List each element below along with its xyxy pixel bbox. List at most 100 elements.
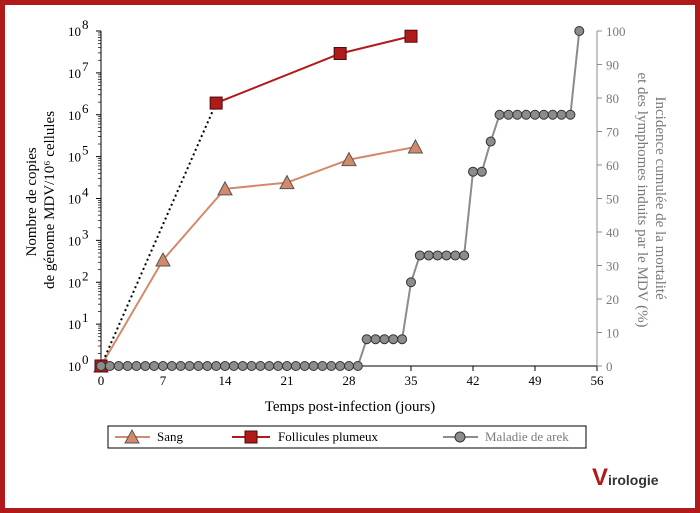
- svg-text:Virologie: Virologie: [592, 464, 659, 491]
- data-point-marek: [202, 361, 213, 371]
- y-right-label-line-2: et des lymphomes induits par le MDV (%): [634, 72, 650, 327]
- data-point-marek: [530, 109, 540, 120]
- legend-label-follicules: Follicules plumeux: [278, 429, 379, 444]
- data-point-marek: [547, 109, 558, 120]
- legend-item-follicules: Follicules plumeux: [232, 429, 379, 444]
- x-tick-label: 7: [160, 373, 167, 388]
- y-left-tick-exponent: 7: [82, 59, 89, 74]
- x-tick-label: 21: [281, 373, 294, 388]
- series-segment-sang: [224, 181, 288, 190]
- y-right-tick-label: 80: [606, 91, 619, 106]
- y-left-tick-exponent: 3: [82, 226, 89, 241]
- data-point-marek: [468, 166, 478, 177]
- y-left-tick-label: 10: [68, 233, 81, 248]
- data-point-marek: [574, 26, 585, 36]
- data-point-marek: [104, 361, 115, 371]
- y-left-tick-exponent: 4: [82, 185, 89, 200]
- y-left-label-line-1: Nombre de copies: [24, 147, 40, 256]
- data-point-marek: [211, 361, 222, 371]
- data-point-marek: [255, 361, 266, 371]
- data-point-follicules: [404, 29, 418, 43]
- y-left-tick-exponent: 0: [82, 352, 89, 367]
- legend-label-sang: Sang: [157, 429, 184, 444]
- series-segment-follicules: [215, 52, 341, 105]
- data-point-marek: [166, 361, 177, 371]
- data-point-marek: [459, 250, 470, 261]
- data-point-marek: [423, 250, 434, 261]
- data-point-marek: [476, 166, 487, 177]
- data-point-marek: [538, 109, 549, 120]
- data-point-marek: [441, 250, 452, 261]
- y-left-tick-exponent: 8: [82, 17, 89, 32]
- y-right-tick-label: 70: [606, 125, 619, 140]
- series-segment-follicules: [339, 35, 412, 55]
- x-tick-label: 0: [98, 373, 105, 388]
- data-point-marek: [264, 361, 275, 371]
- data-point-marek: [406, 277, 416, 288]
- data-point-sang: [155, 251, 171, 267]
- series-layer: [93, 26, 585, 373]
- series-line-marek: [101, 30, 581, 367]
- y-left-tick-label: 10: [68, 275, 81, 290]
- logo-initial: V: [592, 464, 608, 491]
- y-left-tick-label: 10: [68, 108, 81, 123]
- y-right-tick-label: 10: [606, 326, 619, 341]
- x-tick-label: 42: [467, 373, 480, 388]
- y-left-tick-label: 10: [68, 317, 81, 332]
- y-left-tick-exponent: 1: [82, 310, 89, 325]
- data-point-marek: [131, 361, 142, 371]
- data-point-marek: [326, 361, 337, 371]
- data-point-marek: [503, 109, 514, 120]
- y-left-tick-label: 10: [68, 150, 81, 165]
- data-point-marek: [193, 361, 204, 371]
- x-tick-label: 14: [219, 373, 233, 388]
- data-point-marek: [335, 361, 346, 371]
- data-point-sang: [341, 151, 357, 167]
- data-point-marek: [140, 361, 151, 371]
- y-left-tick-label: 10: [68, 192, 81, 207]
- x-axis-label: Temps post-infection (jours): [265, 399, 436, 415]
- y-left-tick-exponent: 6: [82, 101, 89, 116]
- legend-box: [107, 425, 587, 449]
- y-right-tick-label: 50: [606, 192, 619, 207]
- data-point-marek: [494, 109, 505, 120]
- data-point-marek: [565, 109, 576, 120]
- y-left-tick-label: 10: [68, 66, 81, 81]
- y-right-tick-label: 90: [606, 58, 619, 73]
- data-point-marek: [220, 361, 230, 371]
- legend-item-marek: Maladie de arek: [443, 429, 569, 444]
- data-point-marek: [344, 361, 354, 371]
- series-segment-sang: [348, 145, 416, 161]
- data-point-marek: [361, 334, 372, 345]
- data-point-follicules: [209, 96, 223, 110]
- legend-item-sang: Sang: [115, 428, 184, 444]
- y-right-tick-label: 0: [606, 359, 613, 374]
- series-segment-sang: [100, 259, 164, 367]
- y-left-label-line-2: de génome MDV/10⁶ cellules: [42, 111, 58, 289]
- publisher-logo: Virologie: [592, 464, 659, 491]
- data-point-marek: [414, 250, 425, 261]
- x-tick-label: 28: [343, 373, 356, 388]
- series-segment-sang: [286, 158, 350, 184]
- y-right-label-line-1: Incidence cumulée de la mortalité: [652, 97, 668, 301]
- data-point-marek: [370, 334, 381, 345]
- data-point-marek: [317, 361, 328, 371]
- legend-label-marek: Maladie de arek: [485, 429, 569, 444]
- x-tick-label: 49: [529, 373, 542, 388]
- y-left-tick-label: 10: [68, 24, 81, 39]
- y-left-tick-exponent: 5: [82, 143, 89, 158]
- data-point-marek: [521, 109, 532, 120]
- data-point-marek: [149, 361, 160, 371]
- data-point-sang: [217, 180, 233, 196]
- x-tick-label: 56: [591, 373, 605, 388]
- data-point-marek: [158, 361, 168, 371]
- y-right-tick-label: 100: [606, 24, 626, 39]
- data-point-marek: [450, 250, 461, 261]
- data-point-marek: [237, 361, 248, 371]
- data-point-marek: [96, 361, 106, 371]
- data-point-follicules: [333, 47, 347, 61]
- y-right-tick-label: 60: [606, 158, 619, 173]
- data-point-marek: [379, 334, 390, 345]
- data-point-sang: [407, 138, 424, 154]
